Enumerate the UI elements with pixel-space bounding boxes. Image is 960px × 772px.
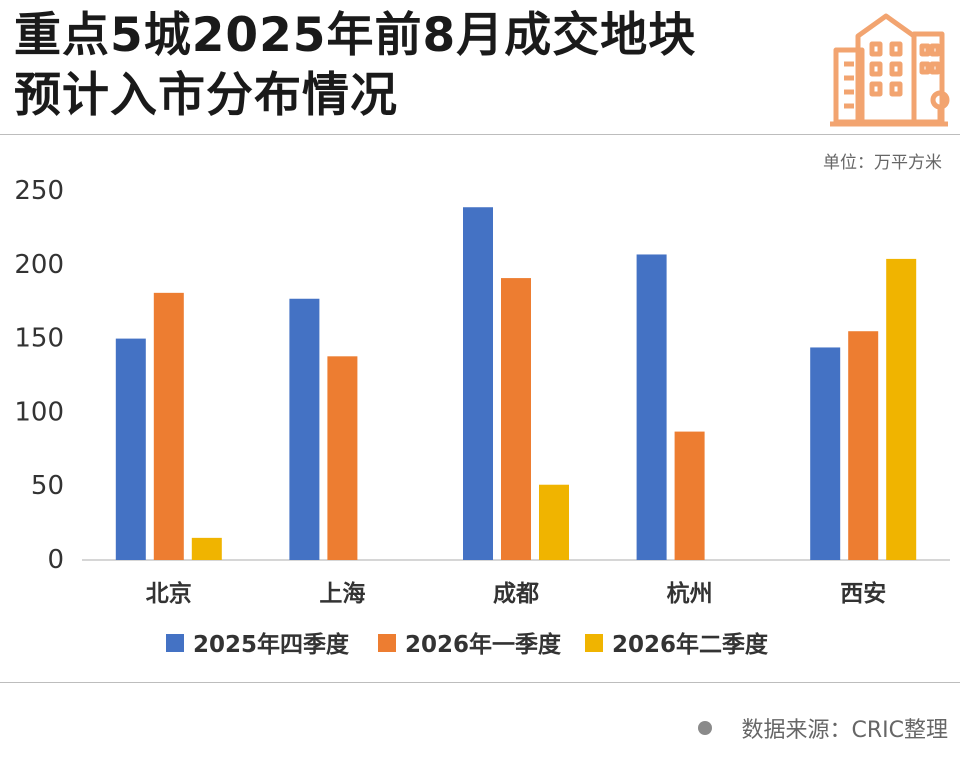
header-divider [0,134,960,135]
y-tick-label: 200 [14,250,64,280]
legend-swatch [166,634,184,652]
y-tick-label: 50 [31,471,64,501]
legend-swatch [585,634,603,652]
x-tick-label: 杭州 [667,580,713,607]
y-tick-label: 100 [14,397,64,427]
source-note: 数据来源：CRIC整理 [697,712,949,744]
bar [848,331,879,560]
y-tick-label: 250 [14,176,64,206]
x-tick-label: 西安 [840,580,886,607]
bar [463,207,493,560]
footer-divider [0,682,960,683]
title-line-2: 预计入市分布情况 [14,68,398,123]
bar [636,254,667,560]
city-buildings-icon [830,13,950,127]
bar [539,484,569,560]
bar [810,347,841,560]
bar [327,356,358,560]
y-tick-label: 150 [14,324,64,354]
chart-title: 重点5城2025年前8月成交地块 预计入市分布情况 [14,6,814,126]
bar [674,431,705,560]
x-tick-label: 上海 [319,580,365,607]
legend-swatch [378,634,396,652]
bullet-dot-icon [697,721,712,735]
bar [501,278,531,560]
x-tick-label: 成都 [493,581,539,607]
x-tick-label: 北京 [146,580,192,607]
bar [289,298,320,560]
legend-label: 2026年一季度 [405,631,562,658]
title-line-1: 重点5城2025年前8月成交地块 [14,8,697,63]
unit-label: 单位：万平方米 [823,153,942,173]
bar [886,258,917,560]
bar [191,537,222,560]
source-label: 数据来源：CRIC整理 [741,718,949,743]
bar-chart: 0 50 100 150 200 250 北京 上海 成都 杭州 西安 2025年四季度 2026年一季… [14,176,950,658]
legend-label: 2025年四季度 [193,631,350,658]
legend-label: 2026年二季度 [612,631,769,658]
bar [115,338,146,560]
y-tick-label: 0 [47,545,64,575]
bar [153,292,184,560]
